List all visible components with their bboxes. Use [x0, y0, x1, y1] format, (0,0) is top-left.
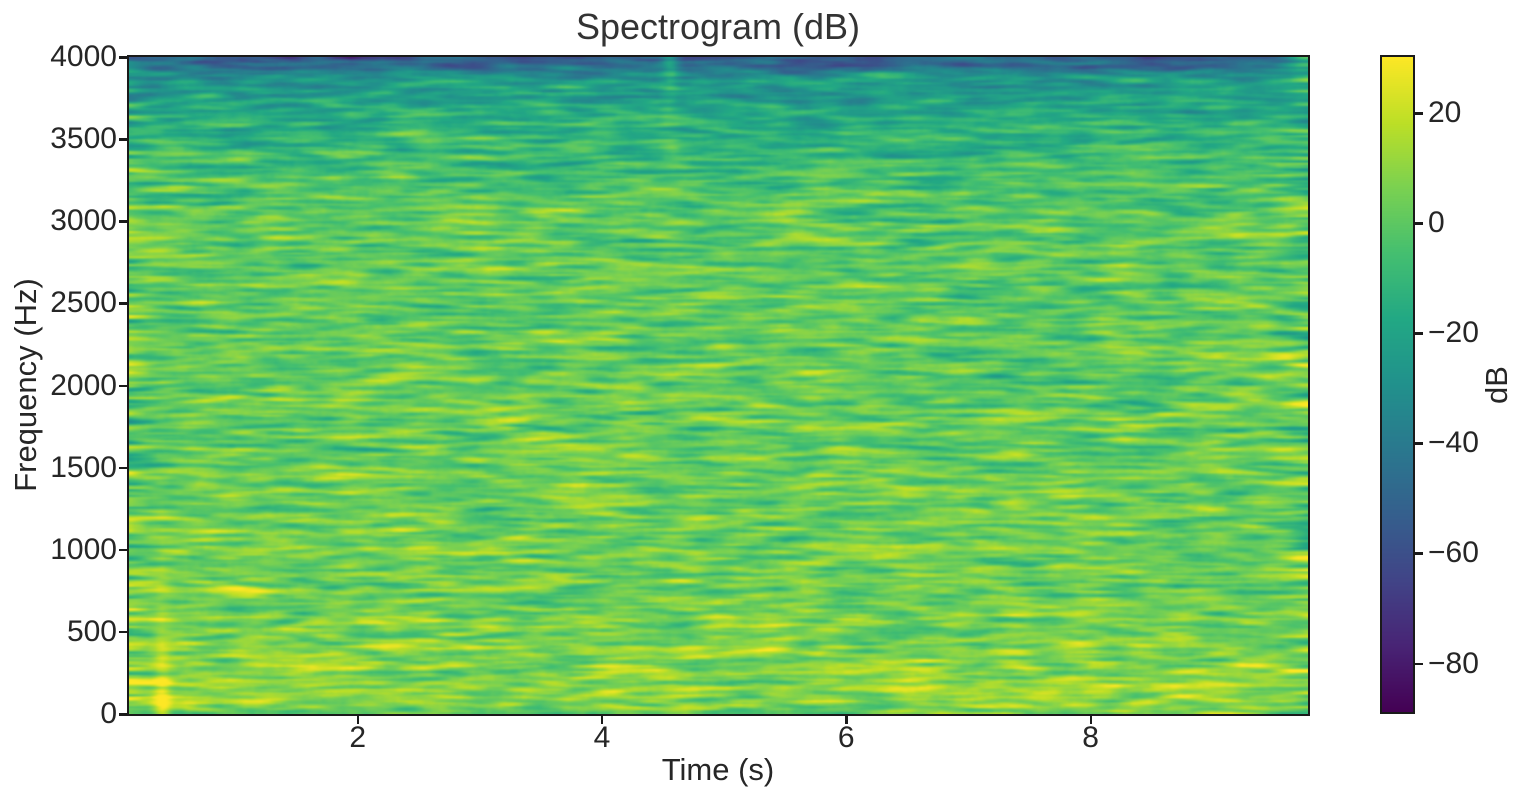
y-tick-mark: [119, 384, 127, 387]
x-tick-mark: [845, 716, 848, 724]
x-tick-mark: [1089, 716, 1093, 724]
plot-area: [127, 55, 1310, 716]
y-tick-label: 2500: [50, 286, 117, 320]
y-tick-mark: [119, 630, 127, 634]
y-tick-label: 4000: [50, 40, 117, 73]
colorbar-tick-mark: [1415, 442, 1423, 445]
colorbar-tick-label: −40: [1428, 426, 1479, 460]
colorbar-tick-label: −80: [1428, 646, 1479, 680]
y-tick-mark: [119, 548, 127, 552]
colorbar-tick-label: −60: [1428, 536, 1479, 570]
colorbar-tick-mark: [1415, 222, 1423, 225]
y-tick-label: 500: [66, 614, 117, 648]
y-tick-mark: [119, 138, 127, 141]
colorbar-tick-mark: [1415, 552, 1423, 555]
y-axis-label: Frequency (Hz): [8, 278, 43, 492]
colorbar-tick-label: 0: [1428, 206, 1445, 240]
y-tick-mark: [119, 713, 127, 716]
colorbar-tick-label: 20: [1428, 96, 1462, 130]
x-tick-mark: [600, 716, 604, 724]
x-tick-label: 4: [593, 721, 611, 754]
x-axis-label: Time (s): [661, 752, 775, 787]
y-tick-mark: [119, 56, 127, 59]
y-tick-mark: [119, 466, 127, 470]
colorbar-gradient-canvas: [1382, 57, 1413, 712]
y-tick-label: 2000: [50, 368, 117, 402]
y-tick-label: 3000: [50, 204, 117, 238]
colorbar-tick-label: −20: [1428, 316, 1479, 350]
spectrogram-heatmap-canvas: [129, 57, 1308, 714]
y-tick-label: 1500: [50, 450, 117, 484]
x-tick-label: 8: [1082, 721, 1099, 754]
colorbar-tick-mark: [1415, 662, 1423, 666]
colorbar-tick-mark: [1415, 332, 1423, 335]
x-tick-mark: [356, 716, 360, 724]
y-tick-label: 3500: [50, 122, 117, 156]
x-tick-label: 6: [837, 721, 855, 754]
colorbar-axis-label: dB: [1479, 366, 1514, 404]
y-tick-label: 1000: [50, 532, 117, 566]
colorbar-tick-mark: [1415, 112, 1423, 115]
colorbar: [1380, 55, 1415, 714]
y-tick-mark: [119, 220, 127, 223]
chart-title: Spectrogram (dB): [575, 6, 861, 47]
x-tick-label: 2: [349, 721, 366, 754]
y-tick-label: 0: [100, 697, 117, 730]
y-tick-mark: [119, 302, 127, 305]
